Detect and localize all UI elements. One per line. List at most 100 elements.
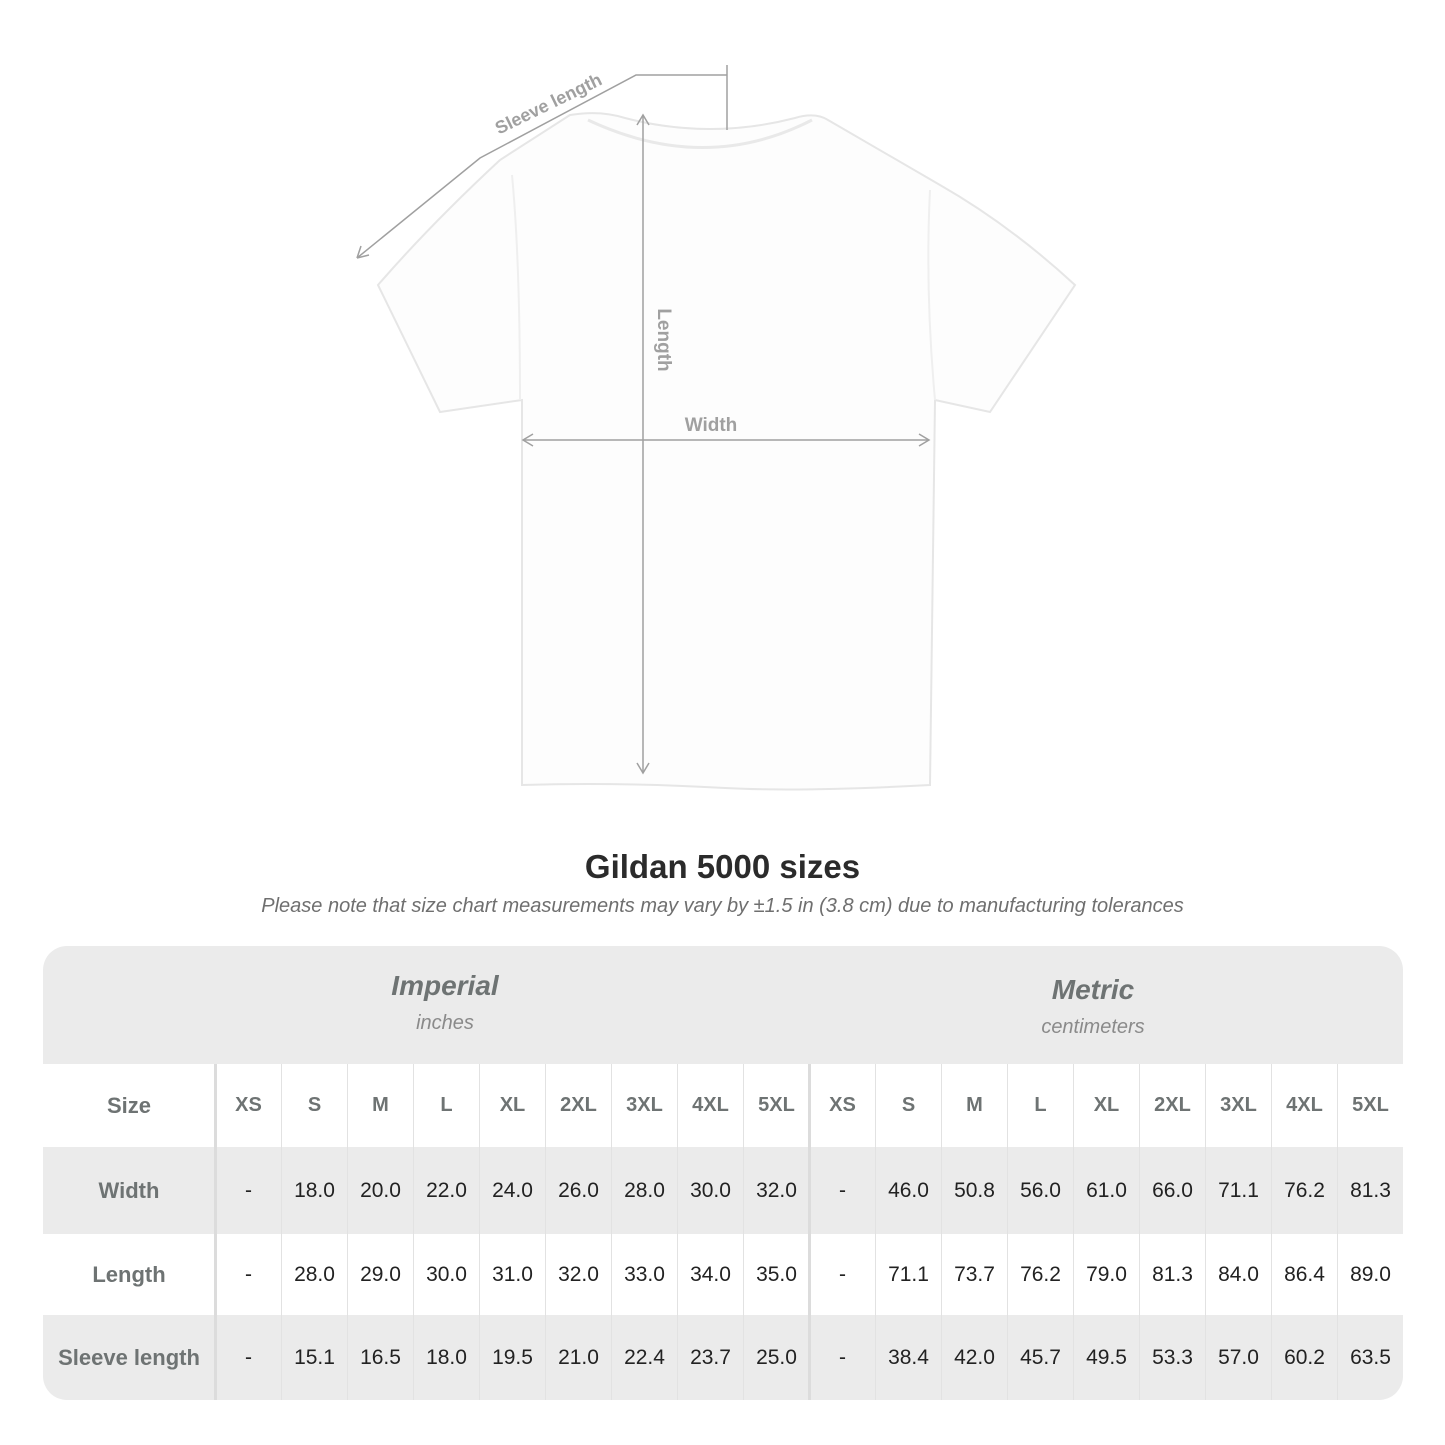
width-arrowheads-icon (521, 433, 931, 447)
metric-value: 46.0 (875, 1147, 941, 1234)
metric-value: 56.0 (1007, 1147, 1073, 1234)
metric-header: Metric centimeters (813, 974, 1373, 1039)
size-metric-header: 5XL (1337, 1064, 1403, 1147)
metric-value: 73.7 (941, 1234, 1007, 1315)
size-imperial-header: 2XL (545, 1064, 611, 1147)
left-sleeve-seam (511, 174, 521, 401)
metric-unit: centimeters (1041, 1016, 1145, 1038)
metric-value: 79.0 (1073, 1234, 1139, 1315)
imperial-value: 28.0 (281, 1234, 347, 1315)
imperial-value: 34.0 (677, 1234, 743, 1315)
imperial-value: 22.0 (413, 1147, 479, 1234)
metric-value: 45.7 (1007, 1315, 1073, 1400)
right-sleeve-seam (927, 189, 936, 401)
imperial-value: 18.0 (413, 1315, 479, 1400)
imperial-value: 26.0 (545, 1147, 611, 1234)
tshirt-diagram: Sleeve length Length Width (356, 65, 1077, 791)
tshirt-shape (376, 112, 1077, 791)
metric-value: 61.0 (1073, 1147, 1139, 1234)
sleeve-length-line (356, 74, 727, 259)
imperial-value: 28.0 (611, 1147, 677, 1234)
imperial-value: 30.0 (677, 1147, 743, 1234)
length-arrowheads-icon (636, 113, 650, 775)
imperial-header: Imperial inches (165, 970, 725, 1035)
metric-value: 60.2 (1271, 1315, 1337, 1400)
table-row: Width -18.0 20.0 22.0 24.0 26.0 28.0 30.0 32.0-4… (43, 1147, 1403, 1234)
collar-seam (587, 118, 813, 149)
imperial-value: 24.0 (479, 1147, 545, 1234)
metric-value: 53.3 (1139, 1315, 1205, 1400)
imperial-value: 21.0 (545, 1315, 611, 1400)
size-imperial-header: XL (479, 1064, 545, 1147)
imperial-value: 22.4 (611, 1315, 677, 1400)
metric-value: 76.2 (1007, 1234, 1073, 1315)
size-label: Size (106, 1092, 152, 1118)
tolerance-note: Please note that size chart measurements… (261, 895, 1184, 917)
size-metric-header: L (1007, 1064, 1073, 1147)
imperial-value: 18.0 (281, 1147, 347, 1234)
metric-value: 71.1 (875, 1234, 941, 1315)
metric-value: 84.0 (1205, 1234, 1271, 1315)
metric-value: 66.0 (1139, 1147, 1205, 1234)
size-metric-header: S (875, 1064, 941, 1147)
imperial-value: 23.7 (677, 1315, 743, 1400)
size-imperial-header: L (413, 1064, 479, 1147)
metric-value: 76.2 (1271, 1147, 1337, 1234)
size-imperial-header: S (281, 1064, 347, 1147)
size-metric-header: 4XL (1271, 1064, 1337, 1147)
size-metric-header: XL (1073, 1064, 1139, 1147)
imperial-value: - (215, 1315, 281, 1400)
imperial-value: 16.5 (347, 1315, 413, 1400)
metric-value: 86.4 (1271, 1234, 1337, 1315)
imperial-value: 32.0 (743, 1147, 809, 1234)
size-imperial-header: 4XL (677, 1064, 743, 1147)
size-metric-header: 3XL (1205, 1064, 1271, 1147)
imperial-value: 35.0 (743, 1234, 809, 1315)
table-row: Sleeve length -15.1 16.5 18.0 19.5 21.0 22.4 23… (43, 1315, 1403, 1400)
metric-value: 49.5 (1073, 1315, 1139, 1400)
imperial-value: 25.0 (743, 1315, 809, 1400)
length-label: Length (653, 308, 674, 371)
table-row: Length -28.0 29.0 30.0 31.0 32.0 33.0 34.0 35.0-… (43, 1234, 1403, 1315)
metric-value: 57.0 (1205, 1315, 1271, 1400)
sleeve-arrowhead-icon (356, 245, 370, 259)
size-metric-header: M (941, 1064, 1007, 1147)
metric-value: - (809, 1147, 875, 1234)
size-table: Imperial inches Metric centimeters Size X… (43, 946, 1403, 1400)
size-metric-header: XS (809, 1064, 875, 1147)
metric-value: - (809, 1315, 875, 1400)
imperial-value: 30.0 (413, 1234, 479, 1315)
metric-value: 50.8 (941, 1147, 1007, 1234)
size-imperial-header: 5XL (743, 1064, 809, 1147)
metric-title: Metric (1051, 974, 1135, 1005)
imperial-value: 33.0 (611, 1234, 677, 1315)
size-header-row: Size XS S M L XL 2XL 3XL 4XL 5XL XS S M L XL 2XL 3XL 4XL 5… (43, 1064, 1403, 1147)
imperial-value: - (215, 1147, 281, 1234)
row-label: Length (92, 1261, 166, 1287)
metric-value: 81.3 (1139, 1234, 1205, 1315)
label-column-divider (214, 1064, 217, 1400)
size-imperial-header: M (347, 1064, 413, 1147)
metric-value: 71.1 (1205, 1147, 1271, 1234)
imperial-value: 15.1 (281, 1315, 347, 1400)
width-label: Width (685, 415, 738, 436)
imperial-title: Imperial (391, 970, 499, 1001)
size-imperial-header: XS (215, 1064, 281, 1147)
imperial-value: 31.0 (479, 1234, 545, 1315)
row-label: Width (98, 1177, 160, 1203)
metric-value: 63.5 (1337, 1315, 1403, 1400)
metric-value: - (809, 1234, 875, 1315)
imperial-value: 20.0 (347, 1147, 413, 1234)
imperial-unit: inches (416, 1012, 474, 1034)
size-metric-header: 2XL (1139, 1064, 1205, 1147)
metric-value: 81.3 (1337, 1147, 1403, 1234)
page-title: Gildan 5000 sizes (584, 848, 861, 885)
imperial-value: - (215, 1234, 281, 1315)
size-imperial-header: 3XL (611, 1064, 677, 1147)
imperial-value: 29.0 (347, 1234, 413, 1315)
unit-system-divider (808, 1064, 811, 1400)
metric-value: 89.0 (1337, 1234, 1403, 1315)
units-header: Imperial inches Metric centimeters (43, 946, 1403, 1064)
imperial-value: 32.0 (545, 1234, 611, 1315)
metric-value: 42.0 (941, 1315, 1007, 1400)
